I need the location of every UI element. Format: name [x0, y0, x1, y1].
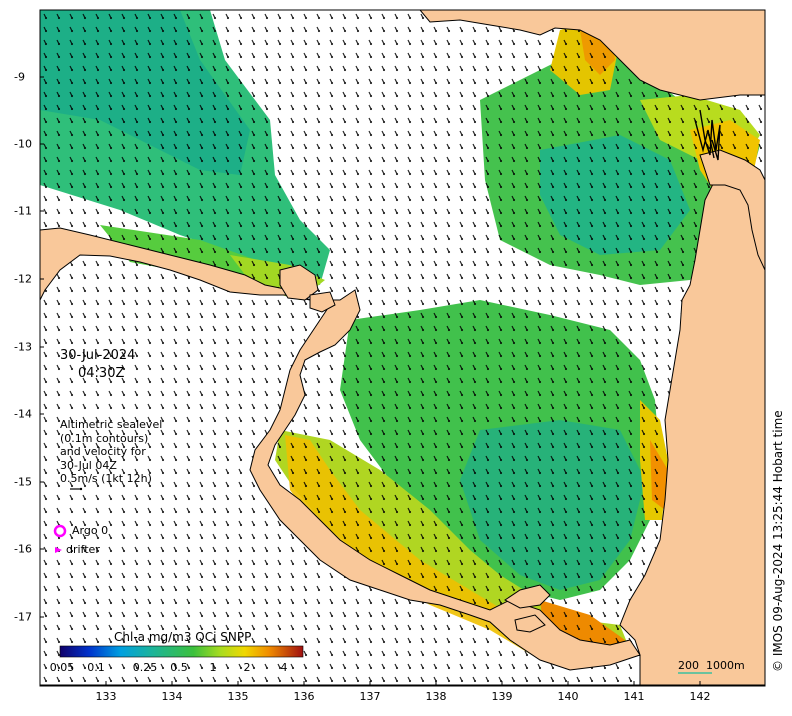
colorbar-label: 0.05	[49, 661, 75, 674]
argo-tracks	[694, 109, 721, 161]
imos-credit: © IMOS 09-Aug-2024 13:25:44 Hobart time	[771, 410, 785, 672]
colorbar-label: 1	[209, 661, 217, 674]
x-tick-label: 139	[491, 690, 513, 703]
scale-label-1000m: 1000m	[706, 659, 745, 672]
x-tick-label: 142	[689, 690, 711, 703]
scale-label-200: 200	[678, 659, 699, 672]
map-date: 30-Jul-2024	[60, 348, 136, 363]
colorbar-label: 0.5	[170, 661, 188, 674]
x-tick-label: 133	[95, 690, 117, 703]
x-tick-label: 135	[227, 690, 249, 703]
x-tick-label: 141	[623, 690, 645, 703]
colorbar-label: 4	[280, 661, 288, 674]
colorbar-label: 0.25	[132, 661, 158, 674]
axis-ticks	[40, 76, 701, 685]
info-line: (0.1m contours)	[60, 431, 149, 445]
sealevel-info: Altimetric sealevel (0.1m contours) and …	[60, 418, 162, 486]
y-tick-label: -17	[14, 610, 32, 624]
argo-marker-icon	[53, 524, 67, 538]
drifter-marker-icon	[55, 547, 62, 553]
x-tick-label: 140	[557, 690, 579, 703]
y-tick-label: -11	[14, 204, 32, 218]
x-tick-label: 138	[425, 690, 447, 703]
y-tick-label: -14	[14, 407, 32, 421]
colorbar	[59, 645, 304, 658]
map-time: 04:30Z	[78, 366, 125, 381]
info-line: Altimetric sealevel	[60, 418, 163, 431]
y-tick-label: -15	[14, 475, 32, 489]
colorbar-label: 0.1	[87, 661, 105, 674]
land	[39, 9, 766, 687]
y-tick-label: -10	[14, 137, 32, 151]
scale-label: 200 1000m	[678, 659, 745, 672]
colorbar-title: Chl-a mg/m3 OCi SNPP	[114, 630, 252, 644]
velocity-arrows	[40, 10, 765, 685]
x-tick-label: 134	[161, 690, 183, 703]
y-tick-label: -9	[14, 70, 25, 84]
drifter-legend-label: drifter	[66, 543, 100, 556]
y-tick-label: -16	[14, 542, 32, 556]
info-line: 30-Jul 04Z	[60, 458, 117, 472]
info-line: and velocity for	[60, 445, 146, 458]
y-tick-label: -13	[14, 340, 32, 354]
x-tick-label: 136	[293, 690, 315, 703]
argo-legend-label: Argo 0	[72, 524, 109, 537]
y-tick-label: -12	[14, 272, 32, 286]
info-line: 0.5m/s (1kt 12h)	[60, 472, 152, 485]
x-tick-label: 137	[359, 690, 381, 703]
colorbar-label: 2	[243, 661, 251, 674]
